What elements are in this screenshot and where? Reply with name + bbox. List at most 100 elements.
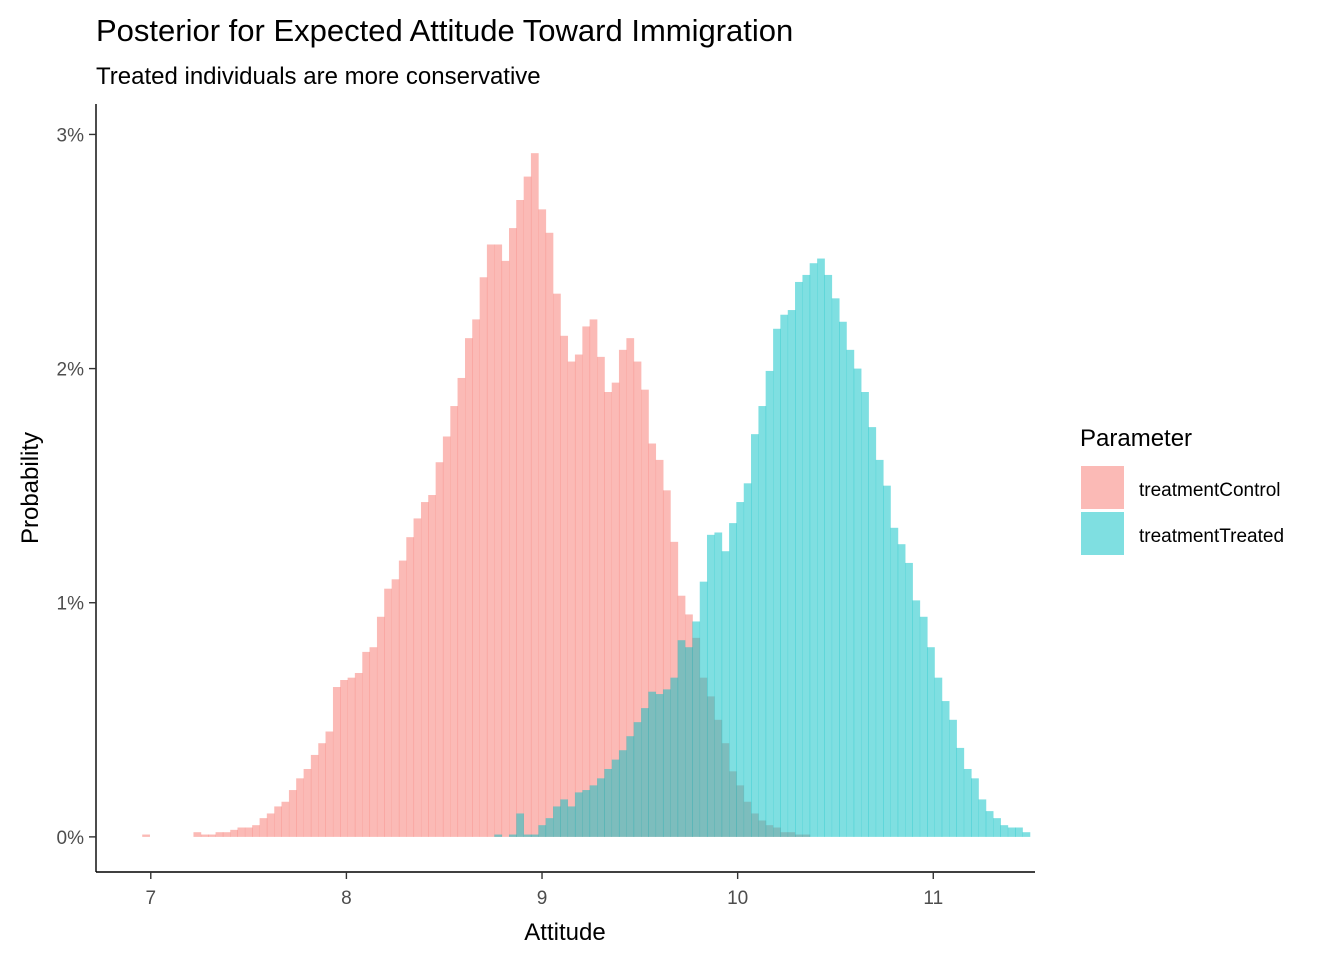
histogram-bar-treatmentControl (494, 244, 503, 837)
histogram-bar-treatmentTreated (751, 434, 759, 837)
histogram-bar-treatmentControl (553, 293, 561, 837)
histogram-bar-treatmentControl (442, 436, 451, 837)
histogram-bar-treatmentControl (641, 389, 649, 837)
histogram-bar-treatmentControl (648, 443, 657, 837)
histogram-bar-treatmentControl (406, 537, 415, 837)
histogram-bar-treatmentControl (215, 832, 224, 837)
histogram-bar-treatmentTreated (809, 263, 818, 837)
histogram-bar-treatmentTreated (677, 640, 686, 837)
histogram-bar-treatmentTreated (692, 621, 701, 837)
histogram-bar-treatmentTreated (721, 551, 730, 837)
histogram-bar-treatmentControl (538, 209, 547, 837)
histogram-bar-treatmentControl (611, 382, 620, 837)
histogram-bar-treatmentTreated (934, 677, 943, 837)
histogram-bar-treatmentTreated (883, 485, 891, 837)
y-axis-title: Probability (17, 432, 44, 544)
histogram-bar-treatmentControl (193, 832, 202, 837)
histogram-bar-treatmentTreated (523, 834, 532, 837)
histogram-bar-treatmentTreated (618, 750, 627, 837)
histogram-bar-treatmentControl (347, 677, 356, 837)
histogram-bar-treatmentTreated (978, 799, 987, 837)
histogram-bar-treatmentControl (384, 588, 392, 837)
histogram-bar-treatmentControl (391, 579, 400, 837)
histogram-bar-treatmentTreated (574, 792, 583, 837)
histogram-bar-treatmentControl (318, 743, 327, 837)
legend: Parameter treatmentControl treatmentTrea… (1080, 425, 1284, 555)
histogram-bar-treatmentTreated (648, 691, 657, 837)
histogram-bar-treatmentControl (516, 200, 524, 837)
histogram-bar-treatmentControl (486, 244, 495, 837)
histogram-bar-treatmentControl (597, 356, 605, 837)
histogram-bar-treatmentTreated (530, 834, 539, 837)
histogram-bar-treatmentTreated (560, 799, 569, 837)
histogram-bar-treatmentControl (208, 834, 216, 837)
histogram-bar-treatmentTreated (780, 314, 789, 837)
histogram-bar-treatmentControl (420, 502, 429, 837)
histogram-bar-treatmentControl (428, 495, 436, 837)
histogram-bar-treatmentControl (545, 232, 554, 837)
histogram-bar-treatmentControl (340, 680, 348, 837)
histogram-bar-treatmentTreated (831, 298, 840, 837)
x-axis-ticks: 7 8 9 10 11 (145, 872, 943, 909)
histogram-bar-treatmentTreated (868, 427, 877, 837)
histogram-bar-treatmentTreated (1000, 825, 1009, 837)
histogram-bar-treatmentControl (222, 832, 231, 837)
histogram-bar-treatmentControl (142, 834, 150, 837)
y-tick-label: 1% (57, 594, 85, 615)
histogram-bar-treatmentTreated (802, 274, 811, 837)
histogram-bar-treatmentTreated (1007, 827, 1016, 837)
histogram-bar-treatmentTreated (787, 310, 796, 837)
histogram-bar-treatmentTreated (699, 581, 708, 837)
histogram-bar-treatmentControl (266, 813, 275, 837)
histogram-bar-treatmentControl (465, 338, 473, 837)
histogram-bar-treatmentControl (435, 462, 444, 837)
histogram-bar-treatmentControl (281, 801, 290, 837)
histogram-bar-treatmentControl (230, 829, 238, 837)
histogram-bar-treatmentTreated (567, 806, 576, 837)
histogram-bar-treatmentControl (413, 518, 422, 837)
histogram-bar-treatmentControl (354, 672, 363, 837)
histogram-bar-treatmentTreated (853, 368, 862, 837)
histogram-bar-treatmentControl (274, 806, 282, 837)
histogram-bar-treatmentTreated (890, 527, 899, 837)
plot-area (142, 153, 1031, 837)
histogram-bar-treatmentControl (362, 651, 371, 837)
histogram-bar-treatmentTreated (670, 677, 679, 837)
histogram-bar-treatmentTreated (494, 834, 503, 837)
histogram-bar-treatmentControl (450, 406, 459, 837)
histogram-bar-treatmentControl (288, 790, 297, 837)
histogram-bar-treatmentControl (560, 335, 569, 837)
histogram-bar-treatmentControl (655, 459, 664, 837)
histogram-bar-treatmentTreated (919, 616, 928, 837)
series-treatmentTreated (494, 258, 1031, 837)
histogram-bar-treatmentControl (237, 827, 246, 837)
histogram-bar-treatmentTreated (758, 406, 767, 837)
histogram-bar-treatmentTreated (626, 736, 635, 837)
histogram-bar-treatmentControl (604, 392, 613, 837)
histogram-bar-treatmentTreated (714, 532, 723, 837)
histogram-bar-treatmentControl (296, 778, 304, 837)
histogram-bar-treatmentControl (633, 361, 642, 837)
histogram-bar-treatmentTreated (641, 708, 649, 837)
histogram-bar-treatmentTreated (912, 600, 921, 837)
histogram-bar-treatmentControl (252, 825, 260, 837)
chart-title: Posterior for Expected Attitude Toward I… (96, 13, 793, 48)
histogram-bar-treatmentTreated (553, 806, 561, 837)
x-tick-label: 10 (727, 888, 748, 909)
histogram-bar-treatmentTreated (963, 768, 972, 837)
histogram-bar-treatmentTreated (736, 502, 745, 837)
histogram-bar-treatmentControl (369, 647, 378, 837)
y-tick-label: 2% (57, 360, 85, 381)
histogram-bar-treatmentControl (376, 616, 385, 837)
histogram-bar-treatmentTreated (949, 719, 957, 837)
histogram-bar-treatmentTreated (706, 534, 715, 837)
histogram-bar-treatmentTreated (1022, 832, 1031, 837)
histogram-bar-treatmentTreated (897, 544, 906, 837)
histogram-bar-treatmentControl (574, 354, 583, 837)
legend-title: Parameter (1080, 425, 1192, 452)
histogram-bar-treatmentControl (567, 361, 576, 837)
histogram-bar-treatmentTreated (589, 785, 598, 837)
histogram-bar-treatmentTreated (538, 825, 547, 837)
x-tick-label: 7 (145, 888, 156, 909)
